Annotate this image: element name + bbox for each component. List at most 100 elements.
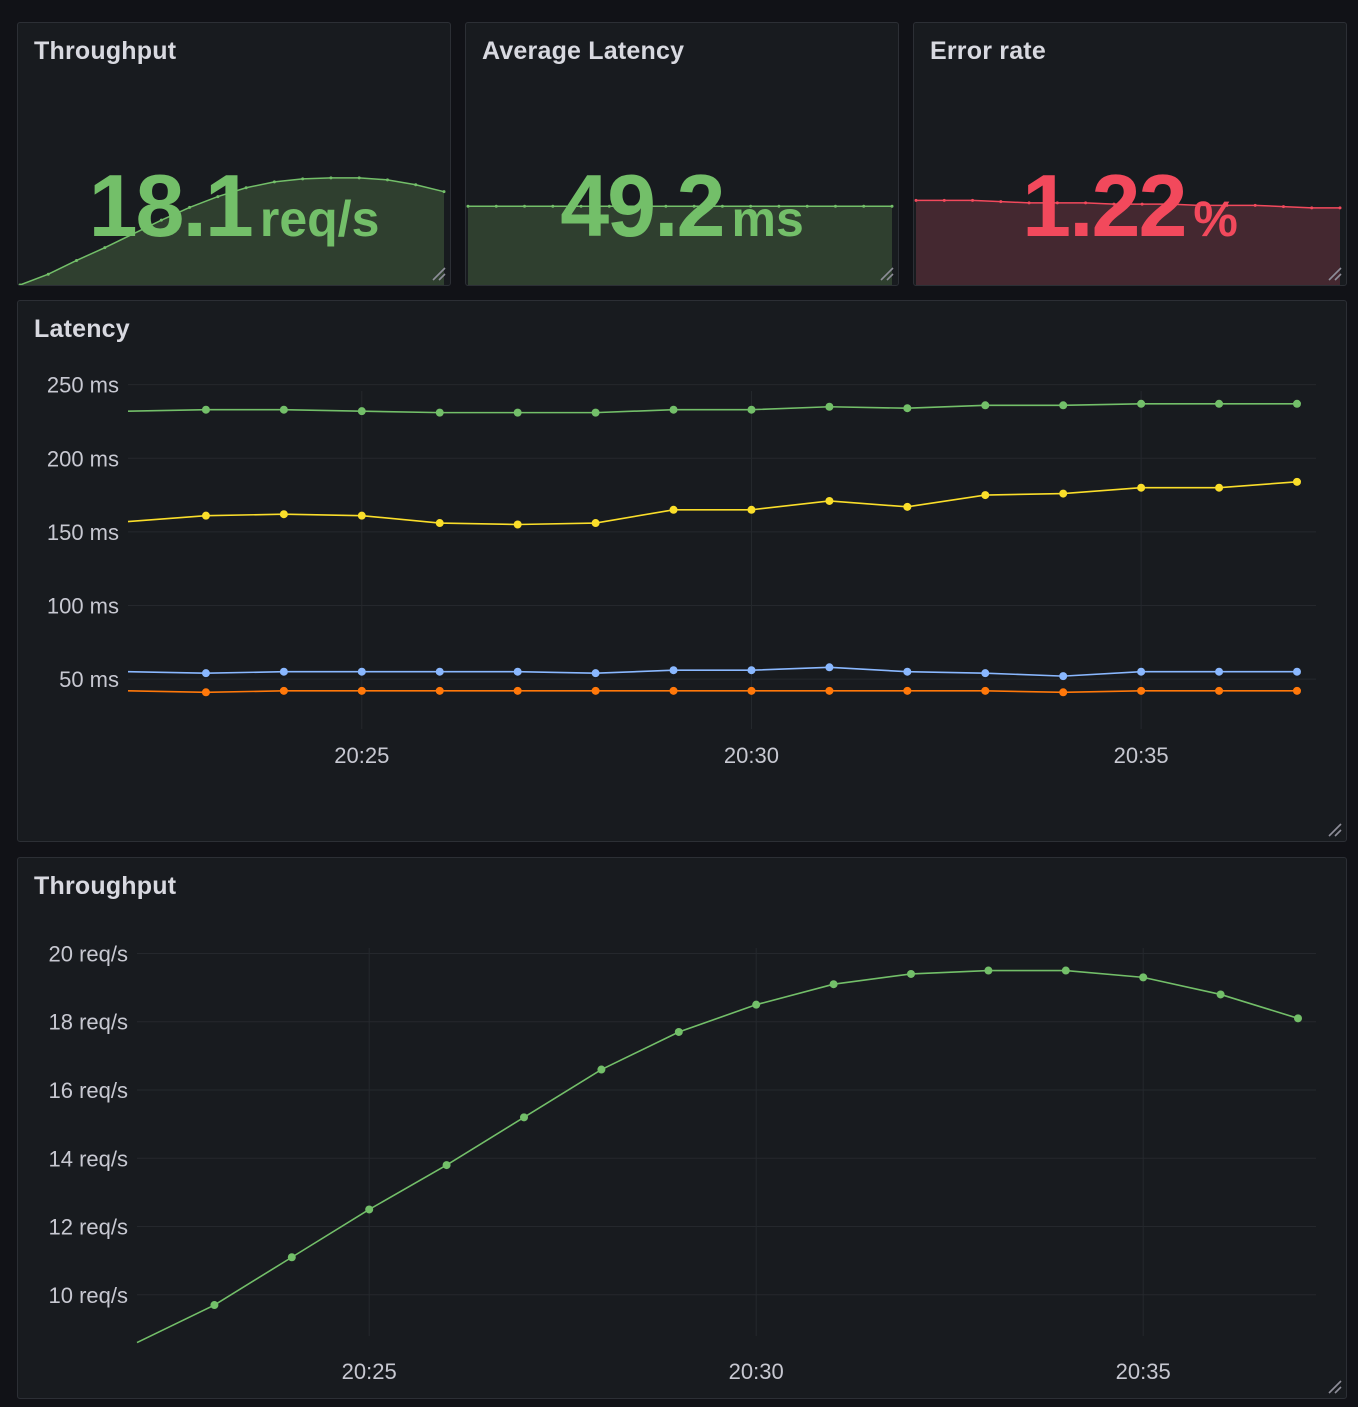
data-point <box>210 1301 219 1310</box>
data-point <box>1215 686 1224 695</box>
data-point <box>279 686 288 695</box>
sparkline-point <box>890 204 894 208</box>
data-point <box>435 667 444 676</box>
sparkline-line <box>916 199 1340 209</box>
sparkline-point <box>301 177 305 181</box>
y-tick-label: 18 req/s <box>49 1010 129 1035</box>
sparkline-point <box>636 204 640 208</box>
data-point <box>1059 401 1068 410</box>
sparkline-point <box>523 204 527 208</box>
stat-unit: % <box>1193 191 1238 247</box>
data-point <box>825 402 834 411</box>
series-line-p75 <box>127 666 1297 677</box>
resize-handle-icon[interactable] <box>1326 1378 1342 1394</box>
data-point <box>1059 489 1068 498</box>
data-point <box>442 1161 451 1170</box>
sparkline-point <box>494 204 498 208</box>
resize-handle-icon[interactable] <box>430 265 446 281</box>
sparkline-point <box>1281 205 1285 209</box>
sparkline-point <box>1084 201 1088 205</box>
data-point <box>903 502 912 511</box>
throughput-sparkline <box>18 176 446 285</box>
data-point <box>669 405 678 414</box>
sparkline-point <box>833 204 837 208</box>
data-point <box>513 686 522 695</box>
sparkline-point <box>272 180 276 184</box>
data-point <box>435 408 444 417</box>
sparkline-point <box>1225 203 1229 207</box>
data-point <box>981 491 990 500</box>
sparkline-line <box>19 177 445 285</box>
data-point <box>1139 973 1148 982</box>
throughput-chart: 10 req/s 12 req/s 14 req/s 16 req/s 18 req/s… <box>49 941 1316 1384</box>
resize-handle-icon[interactable] <box>878 265 894 281</box>
data-point <box>1293 667 1301 676</box>
y-tick-label: 150 ms <box>47 520 119 545</box>
sparkline-point <box>579 204 583 208</box>
data-point <box>357 686 366 695</box>
sparkline-point <box>971 198 975 202</box>
data-point <box>1215 667 1224 676</box>
data-point <box>1137 399 1146 408</box>
data-point <box>1137 667 1146 676</box>
data-point <box>513 408 522 417</box>
stat-unit: ms <box>731 191 804 247</box>
sparkline-point <box>777 204 781 208</box>
latency-sparkline <box>466 204 894 285</box>
data-point <box>981 669 990 678</box>
data-point <box>1059 688 1068 697</box>
data-point <box>279 510 288 519</box>
series-line-throughput <box>136 969 1299 1344</box>
stat-panel-throughput[interactable]: Throughput 18.1 req/s <box>17 22 451 286</box>
y-tick-label: 50 ms <box>59 667 119 692</box>
data-point <box>287 1253 296 1262</box>
stat-unit: req/s <box>259 191 380 247</box>
sparkline-area <box>20 177 444 285</box>
latency-panel[interactable]: Latency 50 ms 100 ms 150 ms 200 ms 250 ms 20:… <box>17 300 1347 842</box>
stat-value: 1.22% <box>914 155 1346 257</box>
sparkline-point <box>914 198 918 202</box>
data-point <box>591 408 600 417</box>
data-point <box>669 686 678 695</box>
data-point <box>279 405 288 414</box>
data-point <box>829 980 838 989</box>
stat-panel-error-rate[interactable]: Error rate 1.22% <box>913 22 1347 286</box>
data-point <box>1061 966 1070 975</box>
data-point <box>1216 990 1225 999</box>
sparkline-point <box>999 200 1003 204</box>
x-tick-label: 20:25 <box>334 743 389 768</box>
sparkline-point <box>607 204 611 208</box>
data-point <box>825 663 834 672</box>
x-tick-label: 20:30 <box>729 1359 784 1384</box>
stat-number: 18.1 <box>88 156 254 255</box>
sparkline-point <box>414 183 418 187</box>
error-rate-sparkline <box>914 198 1342 285</box>
data-point <box>747 686 756 695</box>
data-point <box>591 519 600 528</box>
sparkline-point <box>1112 202 1116 206</box>
stat-value: 49.2 ms <box>466 155 898 257</box>
sparkline-point <box>131 232 135 236</box>
panel-title: Latency <box>34 315 130 343</box>
throughput-panel[interactable]: Throughput 10 req/s 12 req/s 14 req/s 16 re… <box>17 857 1347 1399</box>
data-point <box>907 969 915 978</box>
data-point <box>903 667 912 676</box>
data-point <box>1137 686 1146 695</box>
data-point <box>825 686 834 695</box>
data-point <box>591 669 600 678</box>
data-point <box>591 686 600 695</box>
sparkline-point <box>159 218 163 222</box>
resize-handle-icon[interactable] <box>1326 821 1342 837</box>
sparkline-point <box>942 198 946 202</box>
data-point <box>981 686 990 695</box>
data-point <box>1215 399 1224 408</box>
sparkline-point <box>244 186 248 190</box>
stat-panel-average-latency[interactable]: Average Latency 49.2 ms <box>465 22 899 286</box>
data-point <box>201 405 210 414</box>
y-tick-label: 14 req/s <box>49 1146 129 1171</box>
y-tick-label: 10 req/s <box>49 1283 129 1308</box>
sparkline-point <box>18 283 22 285</box>
resize-handle-icon[interactable] <box>1326 265 1342 281</box>
y-tick-label: 100 ms <box>47 593 119 618</box>
data-point <box>513 667 522 676</box>
